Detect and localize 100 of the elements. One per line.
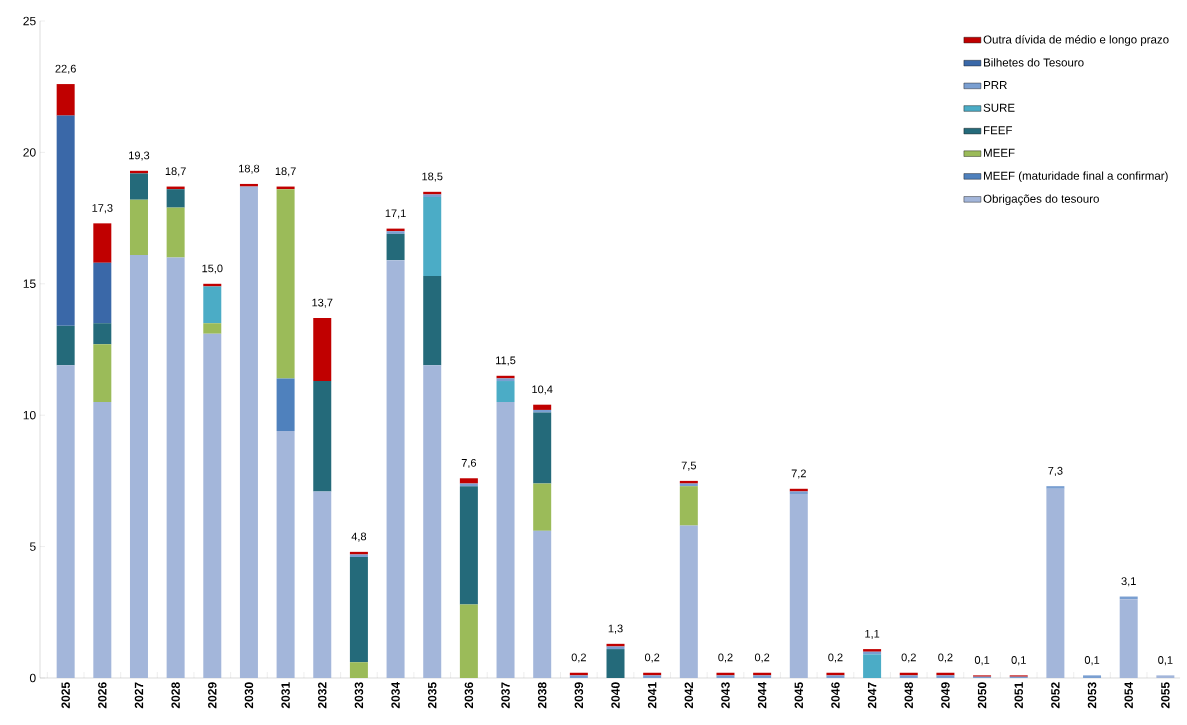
x-tick-label: 2046	[831, 682, 840, 709]
total-label: 0,2	[571, 653, 586, 663]
bar	[679, 486, 698, 526]
total-label: 18,7	[165, 167, 186, 177]
x-tick-label: 2031	[281, 682, 290, 709]
bar	[129, 254, 148, 678]
bar	[496, 381, 515, 403]
bar	[533, 483, 552, 531]
bar	[459, 604, 478, 678]
bar	[533, 530, 552, 678]
bar	[423, 275, 442, 366]
bar	[606, 649, 625, 678]
bar	[93, 323, 112, 345]
total-label: 7,3	[1048, 466, 1063, 476]
x-tick-label: 2049	[941, 682, 950, 709]
legend-label: FEEF	[984, 126, 1013, 135]
bar	[349, 557, 368, 663]
total-label: 10,4	[532, 385, 553, 395]
bar	[459, 478, 478, 484]
total-label: 17,3	[92, 204, 113, 214]
x-tick-label: 2039	[574, 682, 584, 709]
total-label: 0,2	[901, 653, 916, 663]
bar	[459, 486, 478, 605]
legend-label: MEEF	[984, 148, 1015, 157]
bar	[1119, 599, 1138, 678]
legend-label: Obrigações do tesouro	[983, 194, 1099, 206]
bar	[166, 189, 185, 208]
y-tick-label: 15	[23, 279, 36, 288]
legend-label: Outra dívida de médio e longo prazo	[983, 35, 1169, 46]
bar	[276, 189, 295, 379]
x-tick-label: 2044	[757, 681, 767, 709]
bar	[276, 430, 295, 678]
bar	[423, 197, 442, 276]
bar	[789, 494, 808, 678]
total-label: 0,2	[828, 653, 843, 663]
bar	[93, 262, 112, 324]
y-tick-label: 0	[29, 673, 36, 683]
bar	[533, 412, 552, 484]
x-tick-label: 2043	[721, 682, 730, 709]
total-label: 1,1	[865, 629, 880, 639]
x-tick-label: 2053	[1087, 682, 1097, 709]
total-label: 0,2	[718, 653, 733, 663]
total-label: 13,7	[312, 298, 333, 308]
bar	[56, 84, 75, 116]
x-tick-label: 2033	[354, 682, 364, 709]
legend-label: SURE	[983, 103, 1015, 112]
x-tick-label: 2042	[684, 682, 694, 709]
bar	[313, 381, 332, 492]
x-tick-label: 2048	[904, 682, 914, 709]
x-tick-label: 2027	[134, 682, 144, 709]
x-tick-label: 2030	[244, 682, 254, 709]
total-label: 0,1	[1158, 656, 1173, 666]
bar	[863, 654, 882, 678]
total-label: 0,1	[974, 656, 990, 666]
x-tick-label: 2040	[611, 682, 620, 709]
total-label: 18,7	[275, 167, 296, 177]
x-tick-label: 2054	[1124, 681, 1133, 709]
bar	[313, 317, 332, 382]
x-tick-label: 2026	[98, 682, 107, 709]
x-tick-label: 2029	[208, 682, 217, 709]
bar	[1156, 675, 1175, 678]
bar	[1046, 486, 1065, 489]
x-tick-label: 2036	[464, 682, 474, 709]
x-tick-label: 2055	[1161, 682, 1170, 709]
total-label: 22,6	[55, 64, 76, 74]
y-tick-label: 20	[23, 148, 36, 157]
bar	[239, 186, 258, 678]
legend-label: MEEF (maturidade final a confirmar)	[984, 171, 1168, 183]
x-tick-label: 2052	[1051, 682, 1060, 709]
bar	[56, 325, 75, 366]
total-label: 18,8	[239, 164, 260, 174]
y-tick-label: 5	[29, 542, 36, 551]
x-tick-label: 2028	[171, 682, 180, 709]
bar	[129, 199, 148, 255]
total-label: 11,5	[496, 356, 516, 366]
total-label: 15,0	[202, 264, 223, 274]
bar	[1046, 488, 1065, 678]
legend-label: PRR	[984, 81, 1007, 90]
total-label: 19,3	[129, 151, 150, 161]
bar	[239, 183, 258, 187]
total-label: 18,5	[422, 172, 443, 182]
bar	[349, 662, 368, 678]
y-tick-label: 10	[23, 410, 36, 420]
bar	[166, 207, 185, 258]
x-tick-label: 2051	[1014, 682, 1023, 709]
bar	[276, 378, 295, 431]
total-label: 17,1	[385, 209, 406, 219]
x-tick-label: 2041	[647, 682, 657, 709]
bar	[679, 525, 698, 678]
bar	[93, 344, 112, 403]
x-tick-label: 2045	[794, 682, 804, 709]
bar	[93, 223, 112, 263]
total-label: 0,2	[644, 653, 660, 663]
x-tick-label: 2038	[537, 682, 547, 709]
bar	[93, 402, 112, 678]
bar	[56, 365, 75, 678]
x-tick-label: 2032	[318, 682, 327, 709]
bar	[56, 115, 75, 326]
bar	[386, 260, 405, 678]
x-tick-label: 2047	[867, 682, 877, 709]
